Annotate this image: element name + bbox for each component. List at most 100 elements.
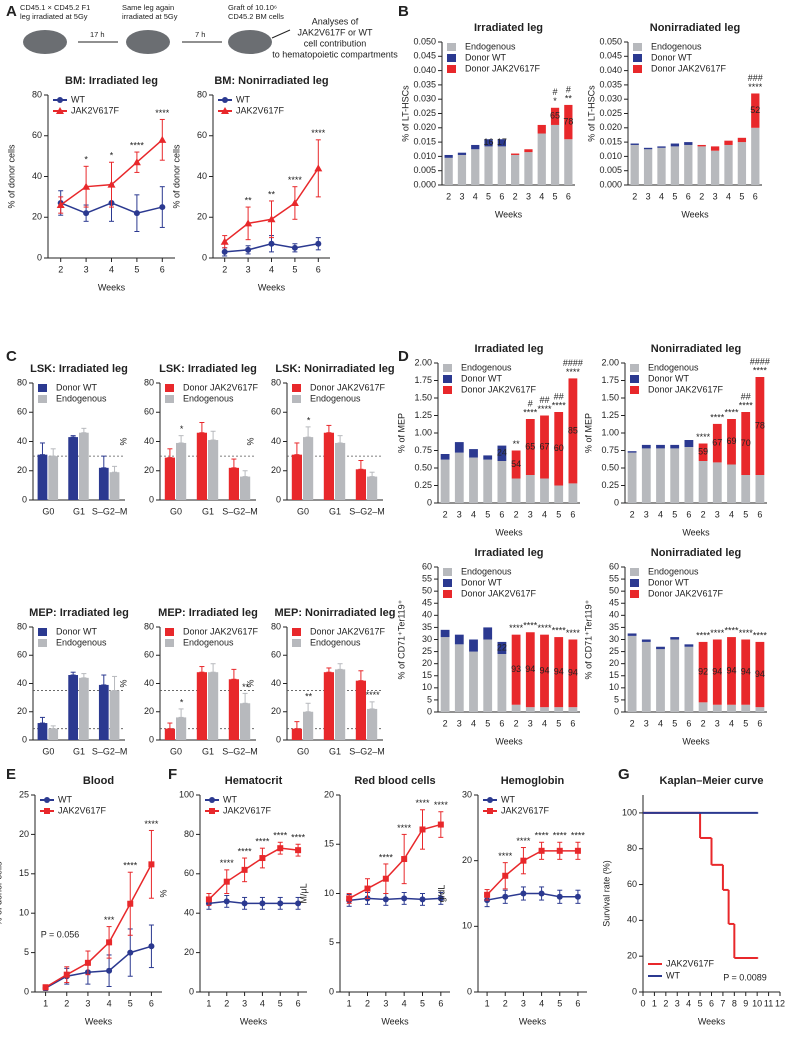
chart-title: LSK: Nonirradiated leg [275,363,394,375]
bar-segment [484,139,493,147]
y-tick-label: 40 [627,915,637,925]
x-tick-label: 2 [663,998,668,1008]
x-tick-label: 6 [160,264,165,274]
x-tick-label: 3 [383,998,388,1008]
significance: **** [739,628,754,638]
x-tick-label: 6 [149,998,154,1008]
legend-label: Donor WT [461,577,503,587]
legend-swatch [630,386,639,394]
y-tick-label: 0.000 [599,179,622,189]
y-axis-label: % [245,679,255,687]
significance: ** [513,439,521,449]
chart-title: Red blood cells [354,775,435,787]
x-tick-label: 4 [471,718,476,728]
y-axis-label: % [118,679,128,687]
bar-segment [684,644,694,647]
segment-label: 67 [539,441,549,451]
schematic-text: to hematopoietic compartments [272,49,398,59]
bar-segment [457,154,467,185]
marker [223,898,230,905]
y-tick-label: 0 [149,734,154,744]
y-tick-label: 25 [422,646,432,656]
x-tick-label: 4 [729,718,734,728]
bar-segment [755,707,765,712]
significance: ** [305,692,313,702]
bar-segment [670,448,680,503]
x-tick-label: G1 [329,506,341,516]
y-tick-label: 0.010 [413,151,436,161]
y-tick-label: 0 [22,494,27,504]
x-tick-label: 1 [347,998,352,1008]
marker [382,896,389,903]
bar-segment [444,157,453,185]
bar-segment [627,451,637,453]
marker [574,847,581,854]
legend-swatch [165,639,174,647]
schematic-text: JAK2V617F or WT [297,27,373,37]
bar [109,690,120,740]
y-tick-label: 15 [324,839,334,849]
y-tick-label: 60 [422,561,432,571]
x-tick-label: 2 [514,509,519,519]
y-tick-label: 20 [144,465,154,475]
x-tick-label: 5 [485,718,490,728]
x-tick-label: 5 [672,191,677,201]
significance: * [180,424,184,434]
bar-segment [724,140,733,145]
y-tick-label: 60 [184,868,194,878]
x-tick-label: 5 [128,998,133,1008]
chart-title: Nonirradiated leg [651,343,741,355]
panel-label: F [168,766,177,783]
x-axis-label: Weeks [682,736,710,746]
y-tick-label: 60 [17,650,27,660]
segment-label: 94 [712,667,722,677]
marker [158,135,167,143]
significance: **** [710,412,725,422]
y-tick-label: 0 [276,734,281,744]
series-line [45,863,153,988]
bar-segment [627,452,637,503]
x-tick-label: G0 [170,506,182,516]
segment-label: 65 [525,441,535,451]
x-tick-label: 3 [528,718,533,728]
segment-label: 69 [726,436,736,446]
bar-segment [469,457,478,503]
y-tick-label: 0.020 [413,122,436,132]
marker [277,845,284,852]
legend-label: Donor JAK2V617F [648,384,724,394]
x-tick-label: 2 [699,191,704,201]
x-axis-label: Weeks [682,527,710,537]
bar-segment [641,448,651,503]
marker [401,856,408,863]
segment-label: 22 [497,642,507,652]
x-tick-label: 4 [109,264,114,274]
bar-segment [457,152,467,155]
significance: **** [273,831,288,841]
marker [209,797,215,803]
segment-label: 70 [741,438,751,448]
legend-label: Endogenous [56,393,107,403]
marker [221,107,229,114]
y-tick-label: 0 [149,494,154,504]
chart-title: Hemoglobin [501,775,565,787]
bar-segment [656,646,665,650]
marker [159,204,166,211]
bar-segment [554,412,564,486]
chart-title: LSK: Irradiated leg [159,363,257,375]
chart-title: MEP: Irradiated leg [29,607,129,619]
y-tick-label: 20 [462,855,472,865]
significance: **** [130,140,145,150]
significance: **** [535,831,550,841]
bar-segment [684,440,694,447]
x-tick-label: 2 [513,191,518,201]
schematic-text: Analyses of [312,16,359,26]
y-tick-label: 10 [19,908,29,918]
bar-segment [440,637,450,712]
significance: #### [750,356,770,366]
marker [127,900,134,907]
segment-label: 85 [568,425,578,435]
significance: **** [696,630,711,640]
y-tick-label: 40 [144,678,154,688]
y-tick-label: 80 [32,89,42,99]
marker [127,949,134,956]
